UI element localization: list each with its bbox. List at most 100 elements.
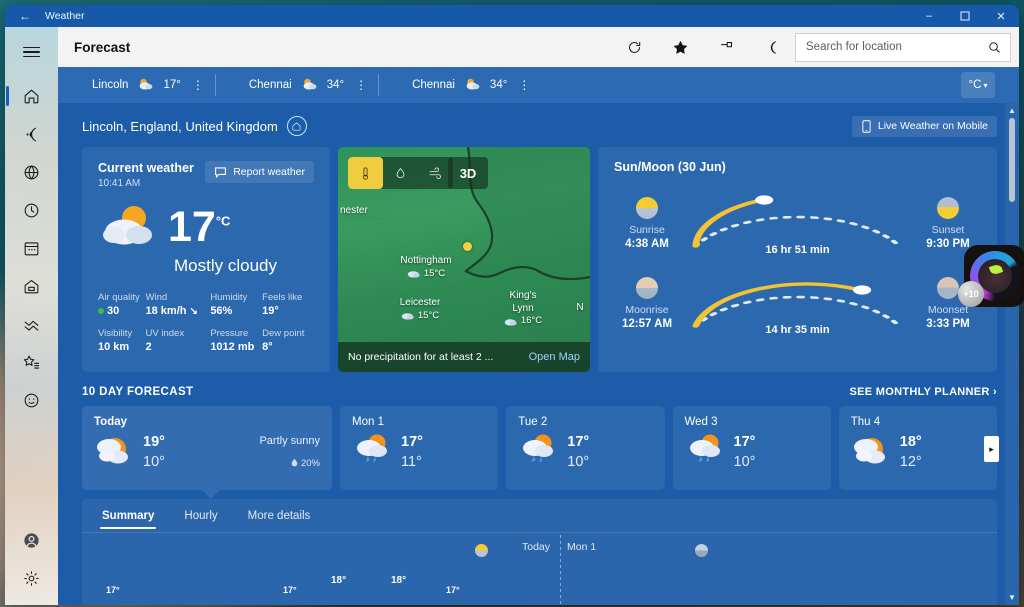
sidebar-item-account[interactable]	[11, 521, 53, 559]
detail-tabs: Summary Hourly More details	[82, 499, 997, 533]
cloud-icon	[504, 319, 517, 326]
sidebar-item-forecast[interactable]	[5, 77, 53, 115]
location-tab-menu-0[interactable]: ⋮	[191, 78, 204, 92]
tab-summary[interactable]: Summary	[100, 502, 157, 529]
location-tab-temp: 34°	[326, 79, 345, 91]
widget-badge[interactable]: +10	[958, 281, 984, 307]
location-tab-lincoln[interactable]: Lincoln 17°	[58, 67, 181, 103]
partly-cloudy-icon	[464, 77, 481, 94]
wind-icon	[429, 167, 441, 179]
sunset-label: Sunset	[931, 223, 965, 236]
radar-icon	[26, 127, 36, 141]
forecast-high: 18°	[899, 433, 922, 450]
sidebar-item-favorites[interactable]	[11, 343, 53, 381]
sunset-time: 9:30 PM	[926, 237, 970, 250]
map-city-name: King's Lynn	[509, 290, 537, 314]
scroll-down-button[interactable]: ▼	[1008, 593, 1016, 602]
set-home-button[interactable]	[286, 116, 307, 136]
dark-mode-button[interactable]	[749, 31, 795, 63]
sidebar-item-life[interactable]	[11, 267, 53, 305]
location-tab-chennai-2[interactable]: Chennai 34°	[378, 67, 507, 103]
map-3d-button[interactable]: 3D	[448, 157, 488, 189]
forecast-day-body: 19° 10° Partly sunny 20%	[94, 432, 320, 471]
weather-map-card[interactable]: 3D nester Nottingham 15°C	[338, 147, 590, 372]
sidebar-item-settings[interactable]	[11, 559, 53, 597]
report-weather-button[interactable]: Report weather	[205, 161, 314, 183]
forecast-next-button[interactable]: ▸	[984, 436, 999, 462]
precipitation-layer-button[interactable]	[383, 157, 418, 189]
star-icon	[673, 40, 687, 54]
scroll-track[interactable]	[1005, 118, 1019, 590]
droplet-icon	[291, 458, 298, 467]
forecast-day-temps: 19° 10°	[143, 434, 165, 470]
location-tab-menu-2[interactable]: ⋮	[518, 78, 531, 92]
forecast-high: 19°	[143, 433, 165, 450]
sunrise-marker-icon	[475, 544, 488, 557]
live-weather-on-mobile-button[interactable]: Live Weather on Mobile	[851, 115, 997, 137]
map-coastline	[338, 147, 590, 288]
sidebar-item-historical-weather[interactable]	[11, 305, 53, 343]
metric-uv-index: UV index 2	[146, 328, 211, 353]
moonrise-icon	[636, 276, 658, 299]
sidebar-item-monthly-forecast[interactable]	[11, 229, 53, 267]
metrics-row-2: Visibility 10 km UV index 2 Pressure	[98, 328, 314, 353]
open-map-link[interactable]: Open Map	[528, 351, 580, 363]
sunrise-block: Sunrise 4:38 AM	[614, 196, 680, 250]
scroll-up-button[interactable]: ▲	[1008, 106, 1016, 115]
tab-hourly[interactable]: Hourly	[184, 510, 218, 522]
sun-moon-card: Sun/Moon (30 Jun) Sunrise 4:38 AM	[598, 147, 997, 372]
tab-separator	[214, 74, 216, 96]
home-icon	[292, 121, 301, 130]
location-tab-menu-1[interactable]: ⋮	[355, 78, 368, 92]
location-tab-temp: 34°	[489, 79, 508, 91]
vertical-scrollbar[interactable]: ▲ ▼	[1005, 103, 1019, 605]
search-input[interactable]	[806, 41, 984, 53]
hamburger-menu-icon[interactable]	[11, 33, 53, 71]
metric-label: Air quality	[98, 292, 140, 303]
close-button[interactable]: ✕	[996, 10, 1006, 23]
moonrise-block: Moonrise 12:57 AM	[614, 276, 680, 330]
temperature-layer-button[interactable]	[348, 157, 383, 189]
minimize-button[interactable]: –	[925, 10, 933, 22]
location-tab-chennai-1[interactable]: Chennai 34°	[214, 67, 345, 103]
search-box[interactable]	[795, 32, 1011, 62]
command-bar: Forecast	[58, 27, 1019, 67]
moonset-time: 3:33 PM	[926, 317, 970, 330]
forecast-day-today[interactable]: Today 19°	[82, 406, 332, 499]
metric-visibility: Visibility 10 km	[98, 328, 146, 353]
wind-direction-arrow-icon: ↘	[189, 305, 198, 317]
search-button[interactable]	[984, 40, 1004, 55]
forecast-day-wed[interactable]: Wed 3	[672, 406, 831, 490]
forecast-day-tue[interactable]: Tue 2	[506, 406, 665, 490]
wind-layer-button[interactable]	[418, 157, 453, 189]
favorite-button[interactable]	[657, 31, 703, 63]
current-weather-card: Current weather 10:41 AM Report weather	[82, 147, 330, 372]
monthly-planner-link[interactable]: SEE MONTHLY PLANNER ›	[849, 386, 997, 398]
main-column: Forecast	[58, 27, 1019, 605]
sidebar-item-maps[interactable]	[11, 115, 53, 153]
sunrise-icon	[636, 196, 658, 219]
unit-toggle-button[interactable]: °C ▾	[961, 72, 995, 98]
refresh-button[interactable]	[611, 31, 657, 63]
tab-more-details[interactable]: More details	[247, 510, 311, 522]
map-city-temp: 15°C	[380, 310, 460, 322]
forecast-description: Partly sunny	[259, 434, 320, 447]
pin-button[interactable]	[703, 31, 749, 63]
current-weather-time: 10:41 AM	[98, 178, 141, 189]
forecast-day-mon[interactable]: Mon 1	[340, 406, 499, 490]
scroll-thumb[interactable]	[1009, 118, 1015, 202]
forecast-low: 10°	[143, 453, 165, 470]
sidebar-item-world-weather[interactable]	[11, 153, 53, 191]
sidebar-item-send-feedback[interactable]	[11, 381, 53, 419]
sidebar-item-hourly-forecast[interactable]	[11, 191, 53, 229]
chart-tick-3: 18°	[391, 575, 407, 586]
sun-moon-title: Sun/Moon (30 Jun)	[614, 160, 726, 174]
camera-widget[interactable]: +10	[958, 245, 1024, 313]
maximize-button[interactable]	[947, 5, 983, 27]
back-button[interactable]: ←	[19, 9, 31, 23]
forecast-day-name: Mon 1	[352, 416, 384, 428]
forecast-day-thu[interactable]: Thu 4 18°	[838, 406, 999, 490]
forecast-day-name: Today	[94, 416, 128, 428]
metric-dew-point: Dew point 8°	[262, 328, 314, 353]
selected-day-pointer	[202, 490, 220, 499]
